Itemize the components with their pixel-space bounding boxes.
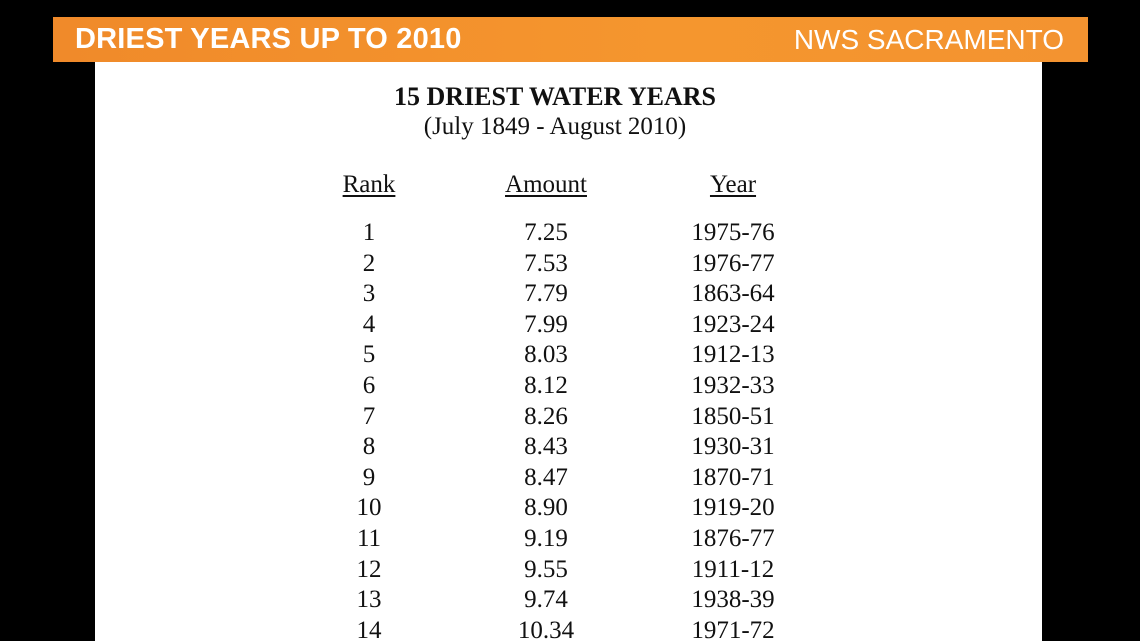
table-row: 11 9.19 1876-77 <box>95 524 1042 555</box>
amount-cell: 9.74 <box>524 586 568 614</box>
rank-cell: 4 <box>362 310 376 338</box>
table-row: 10 8.90 1919-20 <box>95 493 1042 524</box>
year-cell: 1876-77 <box>691 524 775 552</box>
amount-cell: 8.03 <box>524 341 568 369</box>
rank-cell: 5 <box>362 341 376 369</box>
year-cell: 1923-24 <box>691 310 775 338</box>
rank-cell: 9 <box>362 463 376 491</box>
title-banner: DRIEST YEARS UP TO 2010 NWS SACRAMENTO <box>53 17 1088 62</box>
year-cell: 1863-64 <box>691 280 775 308</box>
table-row: 3 7.79 1863-64 <box>95 279 1042 310</box>
rank-cell: 14 <box>356 616 382 641</box>
amount-cell: 9.55 <box>524 555 568 583</box>
table-row: 12 9.55 1911-12 <box>95 555 1042 586</box>
banner-source: NWS SACRAMENTO <box>793 24 1064 55</box>
year-cell: 1911-12 <box>691 555 775 583</box>
amount-cell: 8.26 <box>524 402 568 430</box>
amount-cell: 9.19 <box>524 524 568 552</box>
table-row: 2 7.53 1976-77 <box>95 249 1042 280</box>
table-row: 4 7.99 1923-24 <box>95 310 1042 341</box>
year-cell: 1938-39 <box>691 586 775 614</box>
table-row: 8 8.43 1930-31 <box>95 432 1042 463</box>
table-row: 13 9.74 1938-39 <box>95 585 1042 616</box>
year-cell: 1930-31 <box>691 433 775 461</box>
amount-cell: 7.79 <box>524 280 568 308</box>
amount-cell: 7.25 <box>524 219 568 246</box>
rank-cell: 3 <box>362 280 376 308</box>
year-cell: 1975-76 <box>691 219 775 246</box>
amount-cell: 7.99 <box>524 310 568 338</box>
table-row: 1 7.25 1975-76 <box>95 218 1042 249</box>
rank-cell: 6 <box>362 371 376 399</box>
rank-cell: 11 <box>356 524 382 552</box>
amount-cell: 8.47 <box>524 463 568 491</box>
rank-cell: 12 <box>356 555 382 583</box>
banner-title: DRIEST YEARS UP TO 2010 <box>75 23 462 55</box>
year-cell: 1850-51 <box>691 402 775 430</box>
year-cell: 1971-72 <box>691 616 775 641</box>
amount-cell: 8.90 <box>524 494 568 522</box>
year-cell: 1870-71 <box>691 463 775 491</box>
table-row: 9 8.47 1870-71 <box>95 463 1042 494</box>
year-cell: 1919-20 <box>691 494 775 522</box>
table-row: 14 10.34 1971-72 <box>95 616 1042 641</box>
rank-cell: 1 <box>362 219 376 246</box>
document-title: 15 DRIEST WATER YEARS <box>394 82 716 111</box>
document-page: 15 DRIEST WATER YEARS (July 1849 - Augus… <box>95 62 1042 641</box>
table-row: 7 8.26 1850-51 <box>95 402 1042 433</box>
year-cell: 1912-13 <box>691 341 775 369</box>
rank-cell: 7 <box>362 402 376 430</box>
rank-cell: 2 <box>362 249 376 277</box>
amount-cell: 10.34 <box>517 616 575 641</box>
amount-cell: 8.12 <box>524 371 568 399</box>
amount-cell: 8.43 <box>524 433 568 461</box>
table-row: 6 8.12 1932-33 <box>95 371 1042 402</box>
document-subtitle: (July 1849 - August 2010) <box>423 113 687 140</box>
year-cell: 1976-77 <box>691 249 775 277</box>
column-header-amount: Amount <box>505 171 587 198</box>
table-body: 1 7.25 1975-76 2 7.53 1976-77 3 7.79 1863-64 4 7.9… <box>95 218 1042 641</box>
column-header-rank: Rank <box>342 171 396 198</box>
column-header-year: Year <box>709 171 757 198</box>
rank-cell: 8 <box>362 433 376 461</box>
rank-cell: 10 <box>356 494 382 522</box>
year-cell: 1932-33 <box>691 371 775 399</box>
amount-cell: 7.53 <box>524 249 568 277</box>
rank-cell: 13 <box>356 586 382 614</box>
table-row: 5 8.03 1912-13 <box>95 340 1042 371</box>
